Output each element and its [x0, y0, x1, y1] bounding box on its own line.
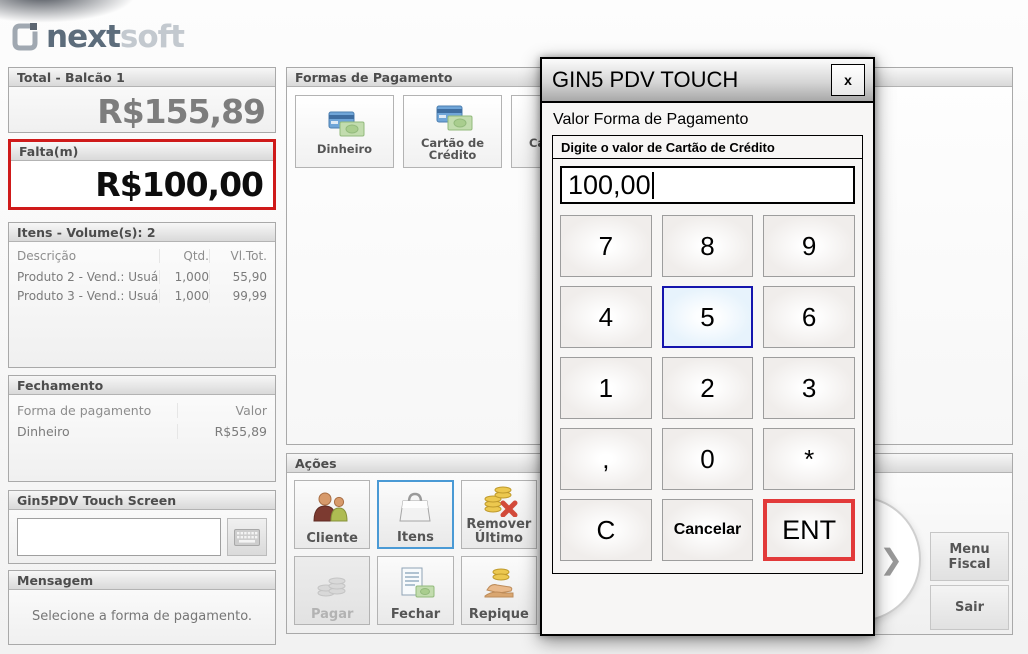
- customers-icon: [313, 492, 348, 521]
- amount-input[interactable]: 100,00: [560, 166, 855, 204]
- col-descricao: Descrição: [17, 249, 77, 263]
- cash-card-icon: [436, 105, 472, 130]
- total-panel-title: Total - Balcão 1: [9, 68, 275, 87]
- itens-table: Descrição Qtd. Vl.Tot. Produto 2 - Vend.…: [9, 242, 275, 305]
- pagamento-forma: Dinheiro: [17, 424, 70, 439]
- payment-method-cartao-credito-button[interactable]: Cartão de Crédito: [403, 95, 502, 168]
- bag-icon: [399, 492, 432, 521]
- falta-value: R$100,00: [95, 165, 264, 204]
- key-asterisk[interactable]: *: [763, 428, 855, 490]
- item-desc: Produto 3 - Vend.: Usuá...: [17, 289, 159, 303]
- key-2[interactable]: 2: [661, 357, 754, 419]
- key-7[interactable]: 7: [560, 215, 652, 277]
- payment-method-label: Cartão de Crédito: [420, 135, 485, 162]
- dialog-title: GIN5 PDV TOUCH: [552, 67, 739, 92]
- key-6[interactable]: 6: [763, 286, 855, 348]
- menu-fiscal-button[interactable]: Menu Fiscal: [930, 532, 1009, 581]
- itens-panel: Itens - Volume(s): 2 Descrição Qtd. Vl.T…: [8, 222, 276, 368]
- fechar-button[interactable]: Fechar: [377, 556, 454, 625]
- item-qtd: 1,000: [159, 289, 209, 303]
- table-row[interactable]: Produto 2 - Vend.: Usuá... 1,000 55,90: [9, 267, 275, 286]
- actions-panel-title: Ações: [287, 454, 544, 473]
- key-8[interactable]: 8: [661, 215, 754, 277]
- total-panel: Total - Balcão 1 R$155,89: [8, 67, 276, 133]
- logo-text: nextsoft: [46, 19, 185, 55]
- text-caret: [651, 171, 654, 199]
- touchscreen-panel: Gin5PDV Touch Screen: [8, 490, 276, 564]
- itens-panel-title: Itens - Volume(s): 2: [9, 223, 275, 242]
- nextsoft-logo-icon: [12, 23, 38, 51]
- col-forma-pagamento: Forma de pagamento: [17, 403, 152, 418]
- status-message: Selecione a forma de pagamento.: [31, 609, 253, 624]
- coins-icon: [317, 577, 346, 596]
- payment-value-dialog: GIN5 PDV TOUCH x Valor Forma de Pagament…: [540, 57, 875, 636]
- col-valor: Valor: [177, 403, 267, 418]
- action-label: Fechar: [390, 607, 441, 622]
- fechamento-table-header: Forma de pagamento Valor: [9, 395, 275, 420]
- cancel-button[interactable]: Cancelar: [661, 499, 754, 561]
- cash-card-icon: [328, 111, 364, 136]
- total-value: R$155,89: [97, 92, 266, 131]
- remover-ultimo-button[interactable]: Remover Último: [460, 480, 537, 549]
- falta-panel: Falta(m) R$100,00: [8, 139, 276, 210]
- touchscreen-panel-title: Gin5PDV Touch Screen: [9, 491, 275, 510]
- key-comma[interactable]: ,: [560, 428, 652, 490]
- sair-label: Sair: [954, 600, 984, 615]
- itens-table-header: Descrição Qtd. Vl.Tot.: [9, 242, 275, 267]
- touchscreen-input[interactable]: [17, 518, 222, 556]
- table-row[interactable]: Dinheiro R$55,89: [9, 420, 275, 441]
- key-5[interactable]: 5: [661, 286, 754, 348]
- key-clear[interactable]: C: [560, 499, 652, 561]
- dialog-subtitle: Valor Forma de Pagamento: [553, 111, 749, 128]
- menu-fiscal-label: Menu Fiscal: [948, 541, 991, 572]
- key-9[interactable]: 9: [763, 215, 855, 277]
- action-label: Remover Último: [466, 517, 532, 546]
- fechamento-panel-title: Fechamento: [9, 376, 275, 395]
- payment-method-label: Dinheiro: [316, 141, 373, 156]
- key-3[interactable]: 3: [763, 357, 855, 419]
- mensagem-panel-title: Mensagem: [9, 571, 275, 590]
- cliente-button[interactable]: Cliente: [294, 480, 371, 549]
- close-icon: x: [844, 72, 852, 88]
- nextsoft-logo: nextsoft: [10, 19, 185, 55]
- sair-button[interactable]: Sair: [930, 585, 1009, 630]
- falta-panel-title: Falta(m): [11, 142, 273, 161]
- pagar-button: Pagar: [294, 556, 371, 625]
- item-total: 99,99: [209, 289, 267, 303]
- pagamento-valor: R$55,89: [177, 424, 267, 439]
- col-qtd: Qtd.: [159, 249, 209, 263]
- keyboard-icon: [234, 528, 261, 546]
- table-row[interactable]: Produto 3 - Vend.: Usuá... 1,000 99,99: [9, 286, 275, 305]
- action-label: Itens: [397, 530, 434, 545]
- item-qtd: 1,000: [159, 270, 209, 284]
- key-4[interactable]: 4: [560, 286, 652, 348]
- action-label: Cliente: [306, 531, 358, 546]
- receipt-money-icon: [401, 567, 435, 597]
- amount-value: 100,00: [568, 169, 651, 200]
- mensagem-panel: Mensagem Selecione a forma de pagamento.: [8, 570, 276, 645]
- itens-button[interactable]: Itens: [377, 480, 454, 549]
- action-label: Pagar: [310, 607, 354, 622]
- actions-panel: Ações Cliente Itens: [286, 453, 545, 634]
- value-entry-prompt: Digite o valor de Cartão de Crédito: [553, 136, 862, 159]
- fechamento-panel: Fechamento Forma de pagamento Valor Dinh…: [8, 375, 276, 482]
- hand-coins-icon: [484, 568, 514, 597]
- value-entry-groupbox: Digite o valor de Cartão de Crédito 100,…: [552, 135, 863, 574]
- col-vltot: Vl.Tot.: [209, 249, 267, 263]
- item-desc: Produto 2 - Vend.: Usuá...: [17, 270, 159, 284]
- key-1[interactable]: 1: [560, 357, 652, 419]
- coins-remove-icon: [484, 486, 518, 517]
- close-button[interactable]: x: [831, 64, 865, 96]
- enter-button[interactable]: ENT: [763, 499, 855, 561]
- action-label: Repique: [468, 607, 529, 622]
- payment-method-dinheiro-button[interactable]: Dinheiro: [295, 95, 394, 168]
- dialog-titlebar[interactable]: GIN5 PDV TOUCH x: [542, 59, 873, 103]
- chevron-right-icon: ❯: [879, 542, 903, 576]
- numeric-keypad: 7 8 9 4 5 6 1 2 3 , 0 * C Cancelar ENT: [553, 211, 862, 573]
- item-total: 55,90: [209, 270, 267, 284]
- repique-button[interactable]: Repique: [460, 556, 537, 625]
- keyboard-button[interactable]: [227, 518, 267, 556]
- key-0[interactable]: 0: [661, 428, 754, 490]
